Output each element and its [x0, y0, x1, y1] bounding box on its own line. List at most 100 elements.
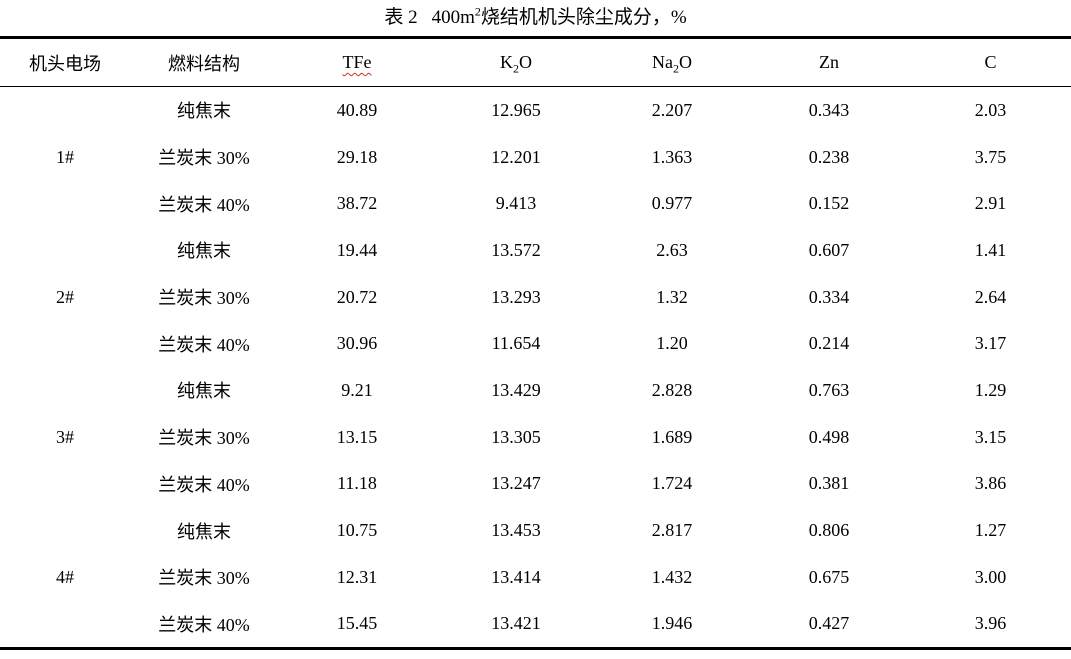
header-row: 机头电场 燃料结构 TFe K2O Na2O Zn C	[0, 37, 1071, 87]
value-cell: 1.946	[651, 613, 693, 634]
value-cell: 0.763	[808, 379, 850, 400]
fuel-structure-cell: 纯焦末	[177, 521, 231, 542]
value-cell: 0.607	[808, 239, 850, 260]
value-cell: 1.29	[974, 379, 1007, 400]
value-cell: 12.965	[491, 99, 541, 120]
value-cell: 12.31	[336, 566, 378, 587]
value-cell: 0.152	[808, 193, 850, 214]
fuel-structure-cell: 兰炭末 40%	[158, 194, 250, 215]
column-header-Na2O: Na2O	[596, 37, 748, 87]
value-cell: 2.817	[651, 520, 693, 541]
table-row: 2# 纯焦末 19.44 13.572 2.63 0.607 1.41	[0, 227, 1071, 307]
fuel-structure-cell: 纯焦末	[177, 101, 231, 122]
value-cell: 1.363	[651, 146, 693, 167]
table-row: 兰炭末 30% 12.31 13.414 1.432 0.675 3.00	[0, 554, 1071, 601]
value-cell: 1.724	[651, 473, 693, 494]
field-group-label: 4#	[56, 566, 74, 587]
value-cell: 13.293	[491, 286, 541, 307]
value-cell: 13.429	[491, 379, 541, 400]
column-header-label: TFe	[342, 52, 372, 72]
fuel-structure-cell: 兰炭末 40%	[158, 614, 250, 635]
column-header-Zn: Zn	[748, 37, 910, 87]
table-row: 兰炭末 30% 20.72 13.293 1.32 0.334 2.64	[0, 274, 1071, 321]
value-cell: 2.63	[656, 239, 688, 260]
column-header-K2O: K2O	[436, 37, 596, 87]
fuel-structure-cell: 兰炭末 40%	[158, 334, 250, 355]
value-cell: 0.806	[808, 520, 850, 541]
table-row: 兰炭末 40% 11.18 13.247 1.724 0.381 3.86	[0, 461, 1071, 508]
column-header-燃料结构: 燃料结构	[130, 37, 278, 87]
table-body: 1# 纯焦末 40.89 12.965 2.207 0.343 2.03 兰炭末 30% 29.…	[0, 87, 1071, 649]
value-cell: 1.20	[656, 333, 688, 354]
value-cell: 13.414	[491, 566, 541, 587]
value-cell: 0.977	[651, 193, 693, 214]
value-cell: 2.207	[651, 99, 693, 120]
value-cell: 30.96	[336, 333, 378, 354]
value-cell: 3.86	[974, 473, 1007, 494]
value-cell: 13.421	[491, 613, 541, 634]
table-row: 4# 纯焦末 10.75 13.453 2.817 0.806 1.27	[0, 507, 1071, 587]
table-row: 兰炭末 30% 13.15 13.305 1.689 0.498 3.15	[0, 414, 1071, 461]
table-row: 兰炭末 40% 15.45 13.421 1.946 0.427 3.96	[0, 601, 1071, 649]
fuel-structure-cell: 纯焦末	[177, 381, 231, 402]
value-cell: 0.238	[808, 146, 850, 167]
value-cell: 13.453	[491, 520, 541, 541]
field-group-label: 3#	[56, 426, 74, 447]
value-cell: 0.343	[808, 99, 850, 120]
value-cell: 13.247	[491, 473, 541, 494]
table-number-label: 表 2	[384, 7, 418, 28]
value-cell: 2.64	[974, 286, 1007, 307]
table-row: 3# 纯焦末 9.21 13.429 2.828 0.763 1.29	[0, 367, 1071, 447]
value-cell: 10.75	[336, 520, 378, 541]
table-row: 兰炭末 40% 38.72 9.413 0.977 0.152 2.91	[0, 180, 1071, 227]
value-cell: 2.828	[651, 379, 693, 400]
fuel-structure-cell: 兰炭末 30%	[158, 148, 250, 169]
value-cell: 11.18	[337, 473, 377, 494]
fuel-structure-cell: 兰炭末 40%	[158, 474, 250, 495]
table-title-text: 400m2烧结机机头除尘成分，%	[431, 4, 687, 28]
value-cell: 9.21	[341, 379, 373, 400]
value-cell: 3.17	[974, 333, 1007, 354]
value-cell: 3.00	[974, 566, 1007, 587]
column-header-label: 机头电场	[29, 53, 101, 74]
field-group-label: 2#	[56, 286, 74, 307]
value-cell: 40.89	[336, 99, 378, 120]
title-unit-base: 400m	[431, 7, 475, 28]
value-cell: 13.305	[491, 426, 541, 447]
table-row: 兰炭末 40% 30.96 11.654 1.20 0.214 3.17	[0, 320, 1071, 367]
table-title: 表 2 400m2烧结机机头除尘成分，%	[0, 0, 1071, 36]
value-cell: 0.214	[808, 333, 850, 354]
value-cell: 38.72	[336, 193, 378, 214]
value-cell: 1.689	[651, 426, 693, 447]
value-cell: 12.201	[491, 146, 541, 167]
composition-table: 机头电场 燃料结构 TFe K2O Na2O Zn C 1# 纯焦末 40.89 12.965 2.…	[0, 36, 1071, 651]
column-header-label: C	[984, 52, 997, 72]
table-row: 1# 纯焦末 40.89 12.965 2.207 0.343 2.03	[0, 87, 1071, 167]
value-cell: 2.91	[974, 193, 1007, 214]
value-cell: 3.15	[974, 426, 1007, 447]
value-cell: 1.27	[974, 520, 1007, 541]
value-cell: 3.96	[974, 613, 1007, 634]
title-unit-superscript: 2	[474, 4, 481, 19]
value-cell: 13.572	[491, 239, 541, 260]
value-cell: 0.334	[808, 286, 850, 307]
value-cell: 1.41	[974, 239, 1007, 260]
table-row: 兰炭末 30% 29.18 12.201 1.363 0.238 3.75	[0, 134, 1071, 181]
field-group-label: 1#	[56, 146, 74, 167]
value-cell: 11.654	[491, 333, 541, 354]
value-cell: 0.498	[808, 426, 850, 447]
fuel-structure-cell: 兰炭末 30%	[158, 428, 250, 449]
title-rest: 烧结机机头除尘成分，%	[480, 7, 687, 28]
value-cell: 2.03	[974, 99, 1007, 120]
value-cell: 20.72	[336, 286, 378, 307]
value-cell: 13.15	[336, 426, 378, 447]
value-cell: 3.75	[974, 146, 1007, 167]
fuel-structure-cell: 纯焦末	[177, 241, 231, 262]
fuel-structure-cell: 兰炭末 30%	[158, 288, 250, 309]
value-cell: 29.18	[336, 146, 378, 167]
value-cell: 0.381	[808, 473, 850, 494]
value-cell: 15.45	[336, 613, 378, 634]
column-header-label: Zn	[819, 52, 839, 72]
value-cell: 1.32	[656, 286, 688, 307]
